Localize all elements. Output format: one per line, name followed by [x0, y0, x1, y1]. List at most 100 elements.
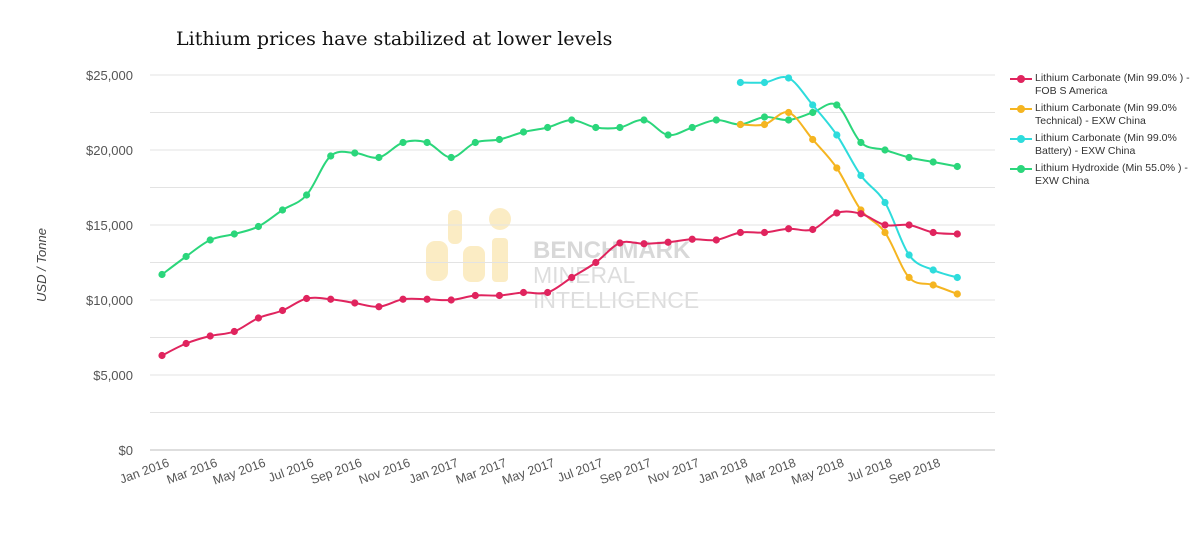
data-point — [760, 113, 769, 121]
data-point — [447, 296, 455, 304]
y-tick-label: $10,000 — [86, 293, 133, 308]
data-point — [254, 314, 262, 322]
legend-label: Lithium Carbonate (Min 99.0% Technical) … — [1035, 102, 1177, 127]
x-tick-label: Jul 2016 — [266, 456, 315, 485]
data-point — [640, 116, 648, 124]
chart-title: Lithium prices have stabilized at lower … — [176, 28, 613, 50]
data-point — [953, 230, 961, 238]
legend-item: Lithium Carbonate (Min 99.0% Battery) - … — [1010, 132, 1195, 158]
gridlines — [150, 74, 995, 451]
data-point — [447, 153, 455, 162]
data-point — [905, 273, 913, 282]
data-point — [519, 288, 528, 297]
data-point — [471, 291, 479, 300]
x-tick-label: May 2016 — [211, 456, 267, 488]
data-point — [303, 191, 311, 199]
data-point — [736, 120, 745, 129]
data-point — [833, 101, 841, 109]
series-3 — [158, 101, 961, 279]
data-point — [399, 138, 407, 147]
y-tick-label: $5,000 — [93, 368, 133, 383]
data-point — [785, 116, 793, 124]
data-point — [857, 210, 865, 218]
y-axis-label: USD / Tonne — [34, 228, 49, 302]
x-tick-label: Jan 2018 — [696, 456, 749, 487]
series-layer — [158, 74, 961, 360]
data-point — [423, 295, 431, 303]
data-point — [182, 339, 190, 348]
data-point — [399, 295, 407, 303]
data-point — [568, 116, 576, 124]
x-tick-label: May 2018 — [789, 456, 845, 488]
y-tick-label: $20,000 — [86, 143, 133, 158]
data-point — [230, 327, 238, 336]
x-tick-label: Sep 2016 — [309, 456, 364, 487]
data-point — [929, 281, 937, 289]
data-point — [905, 153, 913, 162]
data-point — [640, 240, 648, 248]
x-tick-label: Jul 2018 — [845, 456, 894, 485]
data-point — [953, 290, 961, 298]
series-line — [161, 210, 958, 357]
data-point — [423, 138, 431, 147]
data-point — [495, 291, 503, 300]
watermark-logo-shape — [426, 241, 448, 281]
series-line — [740, 76, 958, 279]
data-point — [905, 221, 913, 229]
data-point — [881, 198, 889, 207]
series-1 — [736, 108, 961, 298]
legend-label: Lithium Hydroxide (Min 55.0% ) - EXW Chi… — [1035, 162, 1188, 187]
y-tick-label: $25,000 — [86, 68, 133, 83]
x-tick-label: Nov 2016 — [357, 456, 412, 487]
x-tick-label: Sep 2018 — [887, 456, 942, 487]
x-tick-label: May 2017 — [500, 456, 556, 488]
data-point — [616, 239, 624, 247]
data-point — [351, 149, 359, 157]
legend-item: Lithium Hydroxide (Min 55.0% ) - EXW Chi… — [1010, 162, 1195, 188]
y-axis: $0 $5,000 $10,000 $15,000 $20,000 $25,000 — [86, 68, 133, 458]
x-tick-label: Jan 2017 — [407, 456, 460, 487]
data-point — [857, 138, 865, 147]
data-point — [809, 108, 817, 117]
data-point — [881, 228, 889, 237]
data-point — [519, 128, 528, 136]
data-point — [760, 78, 769, 87]
data-point — [881, 221, 889, 229]
legend-item: Lithium Carbonate (Min 99.0% ) - FOB S A… — [1010, 72, 1195, 98]
legend-swatch — [1010, 72, 1032, 85]
legend-item: Lithium Carbonate (Min 99.0% Technical) … — [1010, 102, 1195, 128]
data-point — [760, 120, 769, 129]
data-point — [230, 230, 238, 238]
data-point — [809, 135, 817, 144]
x-tick-label: Mar 2018 — [743, 456, 797, 487]
legend-swatch-dot — [1017, 105, 1025, 113]
data-point — [688, 235, 696, 243]
data-point — [857, 171, 865, 180]
data-point — [375, 303, 383, 311]
line-chart: BENCHMARK MINERAL INTELLIGENCE $0$5,000$… — [34, 68, 995, 488]
data-point — [206, 332, 214, 340]
data-point — [905, 251, 913, 259]
data-point — [929, 228, 937, 237]
data-point — [736, 228, 745, 237]
data-point — [495, 135, 503, 144]
data-point — [953, 273, 961, 282]
watermark-logo-shape — [492, 238, 508, 282]
legend-swatch — [1010, 132, 1032, 145]
data-point — [182, 252, 190, 261]
series-2 — [736, 74, 961, 282]
watermark-logo-shape — [463, 246, 485, 282]
data-point — [785, 225, 793, 233]
data-point — [736, 78, 745, 87]
data-point — [278, 206, 287, 214]
data-point — [953, 162, 961, 171]
data-point — [254, 222, 262, 231]
data-point — [712, 116, 720, 124]
data-point — [544, 123, 552, 132]
data-point — [881, 146, 889, 154]
data-point — [278, 306, 287, 315]
y-tick-label: $0 — [119, 443, 133, 458]
series-line — [161, 102, 958, 276]
x-tick-label: Sep 2017 — [598, 456, 653, 487]
